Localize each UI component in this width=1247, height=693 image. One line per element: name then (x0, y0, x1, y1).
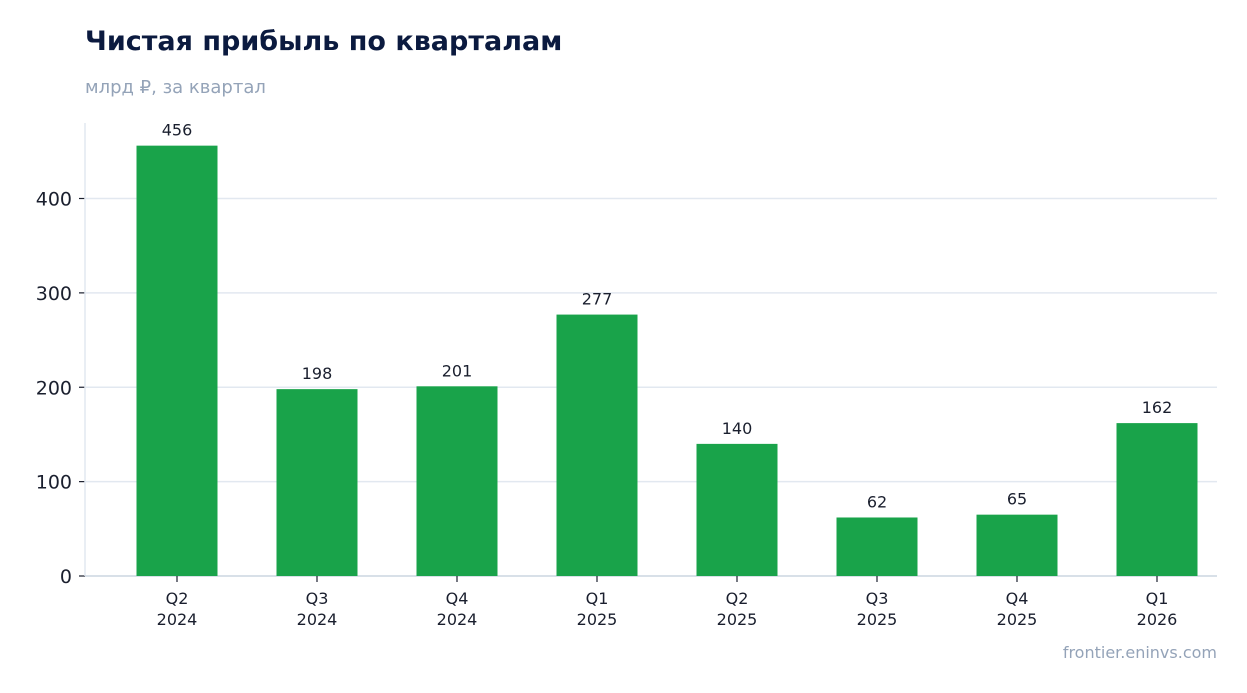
data-label: 277 (582, 290, 613, 309)
x-tick-label-year: 2025 (997, 610, 1038, 629)
y-tick-label: 300 (36, 283, 72, 305)
x-tick-label-quarter: Q3 (866, 589, 889, 608)
labels: 456 198 201 277 140 62 65 162 (162, 121, 1173, 512)
bar (556, 314, 638, 576)
data-label: 140 (722, 419, 753, 438)
data-label: 201 (442, 361, 473, 380)
chart-subtitle: млрд ₽, за квартал (85, 77, 266, 98)
x-tick-label-quarter: Q4 (1006, 589, 1029, 608)
x-tick-label-quarter: Q4 (446, 589, 469, 608)
bar (1116, 423, 1198, 576)
x-tick-label-year: 2025 (577, 610, 618, 629)
bars (136, 145, 1198, 576)
y-tick-label: 200 (36, 377, 72, 399)
bar (976, 514, 1058, 576)
x-tick-label-year: 2025 (717, 610, 758, 629)
x-tick-label-year: 2024 (297, 610, 338, 629)
x-tick-label-quarter: Q2 (166, 589, 189, 608)
x-tick-label-quarter: Q3 (306, 589, 329, 608)
x-tick-label-quarter: Q1 (586, 589, 609, 608)
gridlines (85, 197, 1217, 483)
source-credit: frontier.eninvs.com (1062, 643, 1217, 662)
y-tick-label: 100 (36, 472, 72, 494)
bar (416, 386, 498, 576)
chart-title: Чистая прибыль по кварталам (85, 26, 563, 57)
data-label: 198 (302, 364, 333, 383)
x-tick-label-year: 2025 (857, 610, 898, 629)
data-label: 65 (1007, 490, 1027, 509)
x-tick-label-year: 2024 (157, 610, 198, 629)
bar (276, 389, 358, 576)
data-label: 62 (867, 492, 887, 511)
x-tick-label-quarter: Q2 (726, 589, 749, 608)
y-tick-label: 400 (36, 189, 72, 211)
data-label: 162 (1142, 398, 1173, 417)
data-label: 456 (162, 121, 193, 140)
x-tick-label-quarter: Q1 (1146, 589, 1169, 608)
bar (696, 443, 778, 576)
axes: 0 100 200 300 400 Q2 2024 Q3 2024 Q4 2024 Q1 2025 Q2 2… (36, 123, 1217, 629)
y-tick-label: 0 (60, 566, 72, 588)
x-tick-label-year: 2024 (437, 610, 478, 629)
bar (836, 517, 918, 576)
x-tick-label-year: 2026 (1137, 610, 1178, 629)
bar (136, 145, 218, 576)
